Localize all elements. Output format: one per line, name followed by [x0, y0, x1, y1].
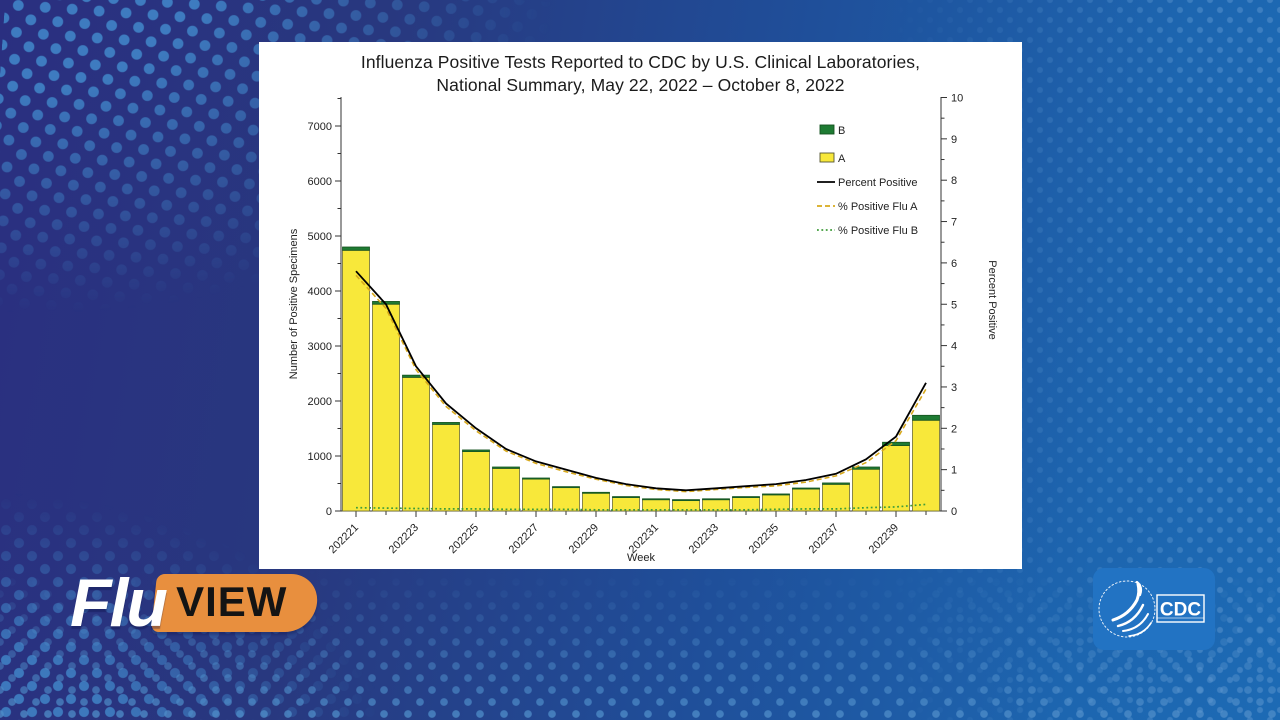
x-axis-tick-label: 202221: [327, 522, 361, 556]
bar-flu-b: [552, 486, 580, 489]
bar-flu-a: [912, 419, 940, 512]
bar-flu-a: [732, 496, 760, 512]
x-axis-tick-label: 202227: [507, 522, 541, 556]
bar-flu-b: [672, 499, 700, 502]
left-axis-title: Number of Positive Specimens: [288, 228, 300, 379]
bar-flu-b: [612, 496, 640, 498]
left-axis-tick-label: 1000: [308, 451, 332, 463]
bar-flu-b: [732, 496, 760, 498]
influenza-positive-tests-chart: 0 1000 2000 3000 4000 5000 6000 7000 0 1 2 3 4 5 6 7 8 9 1…: [288, 93, 998, 565]
chart-title-line1: Influenza Positive Tests Reported to CDC…: [360, 52, 921, 72]
right-axis-tick-label: 7: [951, 217, 957, 229]
legend-swatch-b: [819, 124, 835, 135]
right-axis-tick-label: 3: [951, 382, 957, 394]
bar-flu-a: [762, 494, 790, 512]
bar-flu-a: [792, 488, 820, 512]
line-percent-positive: [355, 270, 927, 492]
bar-flu-b: [822, 482, 850, 485]
legend-label: A: [838, 153, 846, 165]
right-axis-tick-label: 6: [951, 258, 957, 270]
bar-flu-a: [432, 423, 460, 512]
x-axis-tick-label: 202239: [867, 522, 901, 556]
bar-flu-a: [822, 483, 850, 512]
bar-flu-b: [762, 493, 790, 496]
x-axis-tick-label: 202233: [687, 522, 721, 556]
legend-swatch-a: [819, 152, 835, 163]
bar-flu-b: [852, 466, 880, 470]
fluview-logo-orange-pill: VIEW: [150, 574, 321, 632]
bar-flu-a: [522, 478, 550, 512]
left-axis-tick-label: 0: [326, 506, 332, 518]
bar-flu-a: [882, 445, 910, 512]
cdc-logo: CDC: [1093, 568, 1215, 650]
left-axis-tick-label: 7000: [308, 121, 332, 133]
bar-flu-a: [372, 303, 400, 512]
right-axis-tick-label: 9: [951, 134, 957, 146]
bar-flu-b: [522, 477, 550, 480]
right-axis-tick-label: 1: [951, 465, 957, 477]
fluview-logo-flu-text: Flu: [70, 565, 168, 641]
bar-flu-b: [402, 374, 430, 378]
bars: [342, 246, 940, 512]
right-axis-tick-label: 10: [951, 93, 963, 105]
legend-label: B: [838, 125, 845, 137]
bar-flu-b: [882, 441, 910, 446]
bar-flu-a: [342, 249, 370, 512]
left-axis-tick-label: 4000: [308, 286, 332, 298]
legend-label: Percent Positive: [838, 177, 917, 189]
right-axis-title: Percent Positive: [986, 260, 998, 339]
right-axis-tick-label: 8: [951, 175, 957, 187]
axis-titles: Number of Positive Specimens Percent Posi…: [288, 228, 998, 564]
bar-flu-b: [792, 487, 820, 490]
bar-flu-b: [462, 449, 490, 453]
x-axis-title: Week: [627, 552, 655, 564]
chart-title: Influenza Positive Tests Reported to CDC…: [259, 51, 1022, 97]
bar-flu-a: [582, 492, 610, 512]
left-axis-tick-label: 5000: [308, 231, 332, 243]
chart-panel: Influenza Positive Tests Reported to CDC…: [259, 42, 1022, 569]
right-axis-tick-label: 4: [951, 341, 957, 353]
bar-flu-b: [582, 491, 610, 494]
x-axis-tick-label: 202225: [447, 522, 481, 556]
bar-flu-a: [402, 376, 430, 512]
cdc-logo-text: CDC: [1160, 600, 1201, 621]
bar-flu-a: [462, 451, 490, 512]
bar-flu-a: [552, 487, 580, 512]
bar-flu-a: [852, 468, 880, 512]
fluview-logo-view-text: VIEW: [176, 578, 288, 625]
bar-flu-b: [432, 422, 460, 425]
chart-title-line2: National Summary, May 22, 2022 – October…: [436, 75, 845, 95]
x-axis-tick-label: 202231: [627, 522, 661, 556]
cdc-logo-background: [1093, 568, 1215, 650]
left-axis-tick-label: 2000: [308, 396, 332, 408]
legend-label: % Positive Flu A: [838, 201, 918, 213]
x-axis-tick-label: 202223: [387, 522, 421, 556]
bar-flu-a: [492, 467, 520, 512]
bar-flu-b: [912, 414, 940, 421]
left-axis-tick-label: 6000: [308, 176, 332, 188]
hhs-eagle-icon: [1098, 580, 1156, 638]
cdc-letters-box: CDC: [1156, 594, 1205, 623]
x-axis-tick-label: 202235: [747, 522, 781, 556]
bar-flu-a: [702, 499, 730, 512]
right-axis-tick-label: 5: [951, 299, 957, 311]
left-axis-tick-label: 3000: [308, 341, 332, 353]
bar-flu-b: [702, 498, 730, 501]
legend-label: % Positive Flu B: [838, 225, 918, 237]
x-axis-tick-label: 202237: [807, 522, 841, 556]
fluview-logo: Flu VIEW: [70, 560, 321, 646]
right-axis-tick-label: 0: [951, 506, 957, 518]
x-axis-tick-label: 202229: [567, 522, 601, 556]
legend: B A Percent Positive % Positive Flu A % Posi…: [817, 124, 918, 237]
bar-flu-b: [492, 466, 520, 469]
bar-flu-b: [342, 246, 370, 251]
right-axis-tick-label: 2: [951, 423, 957, 435]
bar-flu-b: [642, 498, 670, 501]
